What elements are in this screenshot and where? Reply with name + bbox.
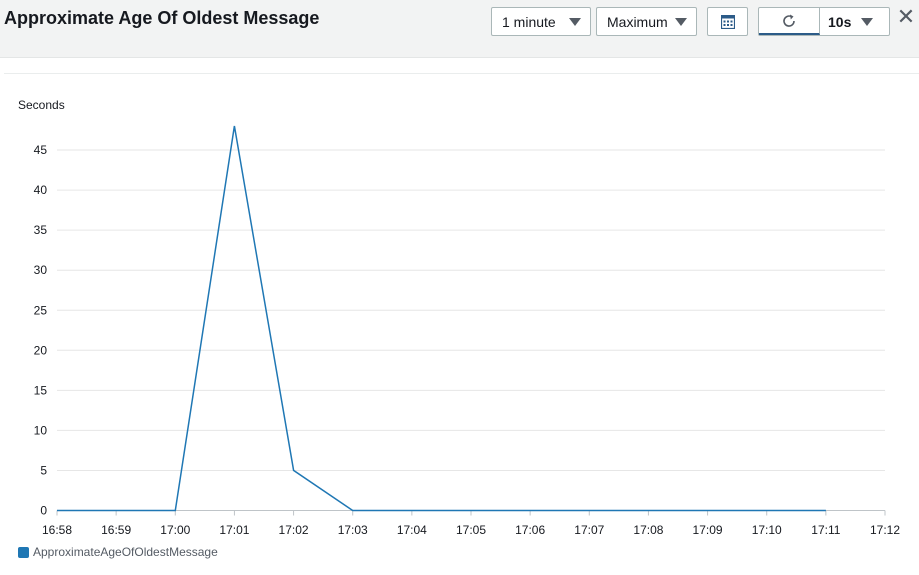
chevron-down-icon <box>861 18 873 26</box>
statistic-select-label: Maximum <box>607 13 668 30</box>
legend-label: ApproximateAgeOfOldestMessage <box>33 545 218 559</box>
y-tick-label: 20 <box>34 343 48 357</box>
x-tick-label: 17:07 <box>574 523 604 537</box>
period-select[interactable]: 1 minute <box>491 7 591 36</box>
y-tick-label: 35 <box>34 223 48 237</box>
y-tick-label: 25 <box>34 303 48 317</box>
x-tick-label: 17:08 <box>633 523 663 537</box>
x-tick-label: 17:05 <box>456 523 486 537</box>
calendar-icon <box>720 14 735 29</box>
x-tick-label: 17:00 <box>160 523 190 537</box>
y-axis-ticks: 0 5 10 15 20 25 30 35 40 45 <box>34 143 48 517</box>
x-tick-label: 17:02 <box>279 523 309 537</box>
chevron-down-icon <box>675 18 687 26</box>
y-tick-label: 30 <box>34 263 48 277</box>
y-tick-label: 10 <box>34 423 48 437</box>
calendar-button[interactable] <box>707 7 748 36</box>
x-tick-label: 17:04 <box>397 523 427 537</box>
x-tick-label: 17:10 <box>752 523 782 537</box>
x-tick-label: 16:59 <box>101 523 131 537</box>
y-tick-label: 40 <box>34 183 48 197</box>
y-tick-label: 15 <box>34 383 48 397</box>
divider <box>4 73 919 74</box>
legend-swatch <box>18 546 29 558</box>
refresh-interval-select[interactable]: 10s <box>820 8 889 35</box>
x-tick-label: 16:58 <box>42 523 72 537</box>
period-select-label: 1 minute <box>502 13 556 30</box>
x-tick-label: 17:03 <box>338 523 368 537</box>
chart-series <box>57 125 826 512</box>
refresh-interval-label: 10s <box>828 13 852 30</box>
x-tick-label: 17:12 <box>870 523 900 537</box>
y-tick-label: 45 <box>34 143 48 157</box>
refresh-group: 10s <box>758 7 890 36</box>
series-line <box>57 125 826 512</box>
x-axis-ticks: 16:58 16:59 17:00 17:01 17:02 17:03 17:04 17:05… <box>42 510 900 537</box>
x-tick-label: 17:06 <box>515 523 545 537</box>
chart-grid <box>57 149 885 471</box>
x-tick-label: 17:01 <box>219 523 249 537</box>
x-tick-label: 17:11 <box>811 523 840 537</box>
statistic-select[interactable]: Maximum <box>596 7 697 36</box>
y-axis-label: Seconds <box>18 98 65 112</box>
refresh-icon <box>783 14 795 27</box>
widget-header: Approximate Age Of Oldest Message 1 minu… <box>0 0 919 58</box>
y-tick-label: 5 <box>40 463 47 477</box>
chevron-down-icon <box>569 18 581 26</box>
refresh-button[interactable] <box>759 8 820 35</box>
chart-legend[interactable]: ApproximateAgeOfOldestMessage <box>18 545 218 559</box>
widget-title: Approximate Age Of Oldest Message <box>4 8 320 28</box>
close-icon[interactable]: ✕ <box>896 4 916 29</box>
x-tick-label: 17:09 <box>693 523 723 537</box>
y-tick-label: 0 <box>40 504 47 518</box>
